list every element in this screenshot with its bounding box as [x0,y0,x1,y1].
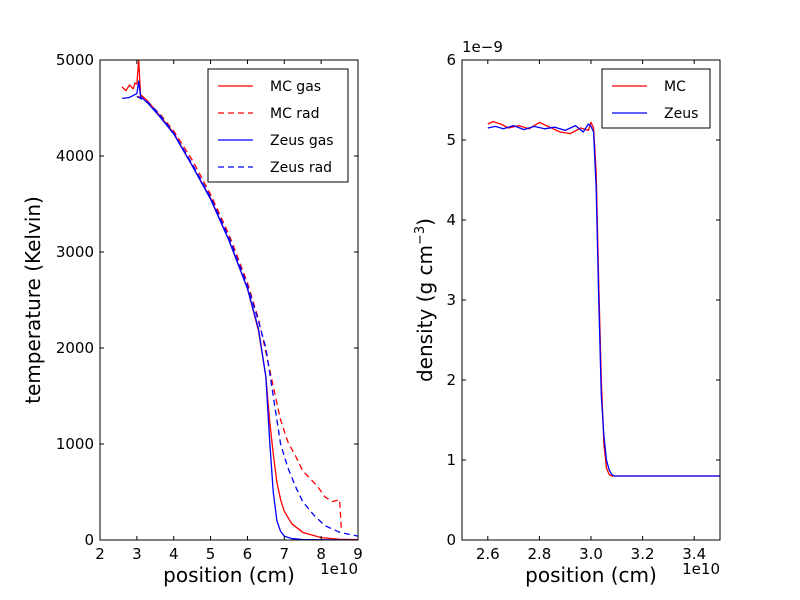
legend-label-mc: MC [664,79,686,95]
temperature-legend: MC gas MC rad Zeus gas Zeus rad [207,68,349,183]
density-x-tick-label-3-4: 3.4 [682,545,706,563]
density-y-tick-label-0: 0 [446,531,456,549]
legend-label-zeus-rad: Zeus rad [270,160,332,176]
legend-label-zeus-gas: Zeus gas [270,133,334,149]
temperature-plot-frame [99,59,359,541]
temperature-x-axis-label: position (cm) [163,563,295,587]
temperature-x-offset: 1e10 [320,560,358,578]
density-y-tick-label-1: 1 [446,451,456,469]
temperature-panel: 2 3 4 5 6 7 8 9 0 1000 2000 3000 4000 5000 position (… [21,51,363,587]
density-x-tick-label-3-2: 3.2 [631,545,655,563]
temperature-series-zeus-gas [122,80,358,540]
legend-label-zeus: Zeus [664,106,698,122]
temperature-y-tick-label-2000: 2000 [56,339,94,357]
density-y-tick-label-6: 6 [446,51,456,69]
temperature-x-tick-label-4: 4 [169,545,179,563]
density-series-zeus [487,123,720,477]
density-x-tick-label-3-0: 3.0 [579,545,603,563]
temperature-legend-box [207,68,349,183]
density-y-tick-label-3: 3 [446,291,456,309]
temperature-series-mc-rad [136,95,343,531]
density-x-tick-label-2-8: 2.8 [527,545,551,563]
temperature-x-tick-label-8: 8 [316,545,326,563]
legend-label-mc-rad: MC rad [270,106,320,122]
temperature-y-tick-label-3000: 3000 [56,243,94,261]
density-series-group [487,120,720,477]
density-x-axis-label: position (cm) [525,563,657,587]
legend-label-mc-gas: MC gas [270,79,321,95]
temperature-x-tick-label-2: 2 [95,545,105,563]
density-y-label-close: ) [413,218,437,226]
temperature-x-tick-label-3: 3 [132,545,142,563]
density-y-label-exponent: −3 [413,226,428,245]
temperature-series-zeus-rad [136,95,358,537]
density-y-tick-label-2: 2 [446,371,456,389]
density-y-axis-label: density (g cm−3) [413,218,437,382]
temperature-y-axis-label: temperature (Kelvin) [21,196,45,404]
temperature-ticks: 2 3 4 5 6 7 8 9 0 1000 2000 3000 4000 5000 [56,51,363,563]
temperature-y-tick-label-4000: 4000 [56,147,94,165]
temperature-y-tick-label-5000: 5000 [56,51,94,69]
temperature-x-tick-label-5: 5 [206,545,216,563]
density-x-tick-label-2-6: 2.6 [476,545,500,563]
density-y-offset: 1e−9 [462,38,503,56]
density-panel: 2.6 2.8 3.0 3.2 3.4 0 1 2 3 4 5 6 position (cm) den… [413,38,721,587]
density-y-tick-label-4: 4 [446,211,456,229]
temperature-series-group [121,60,358,540]
temperature-y-tick-label-1000: 1000 [56,435,94,453]
temperature-x-tick-label-9: 9 [353,545,363,563]
temperature-x-tick-label-7: 7 [280,545,290,563]
temperature-x-tick-label-6: 6 [243,545,253,563]
density-y-tick-label-5: 5 [446,131,456,149]
density-legend: MC Zeus [601,68,711,129]
density-x-offset: 1e10 [682,560,720,578]
temperature-y-tick-label-0: 0 [84,531,94,549]
density-ticks: 2.6 2.8 3.0 3.2 3.4 0 1 2 3 4 5 6 [446,51,720,563]
density-legend-box [601,68,711,129]
density-y-label-main: density (g cm [413,245,437,382]
